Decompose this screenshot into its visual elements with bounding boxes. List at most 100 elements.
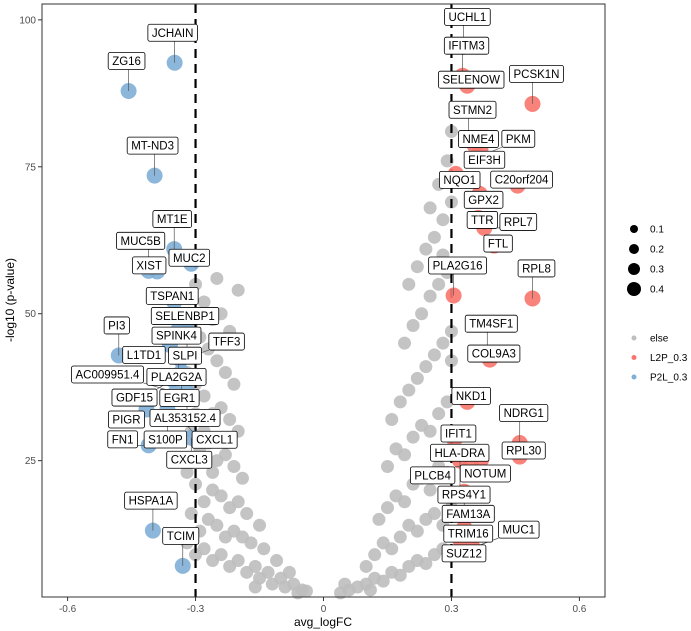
label-box: [466, 211, 498, 229]
color-legend-label: else: [650, 334, 669, 345]
point-label: NDRG1: [504, 408, 544, 420]
point-label: RPL8: [522, 263, 551, 275]
y-tick-label: 100: [19, 15, 36, 26]
point-else: [398, 336, 412, 350]
point-label: SLPI: [173, 351, 198, 363]
label-box: [467, 344, 521, 363]
point-label: FTL: [488, 239, 509, 251]
point-else: [253, 518, 267, 532]
label-box: [150, 307, 220, 325]
point-else: [206, 465, 220, 479]
point-label: ZG16: [112, 56, 141, 68]
label-box: [410, 466, 456, 485]
point-else: [410, 260, 424, 274]
label-box: [443, 36, 490, 55]
label-box: [124, 491, 178, 510]
label-box: [162, 526, 200, 545]
y-tick-label: 75: [25, 162, 37, 173]
point-label: UCHL1: [449, 12, 487, 24]
point-else: [210, 354, 224, 368]
label-box: [152, 210, 192, 228]
point-else: [393, 395, 407, 409]
point-label: PCSK1N: [513, 69, 559, 81]
label-box: [499, 213, 538, 231]
point-else: [201, 512, 215, 526]
label-box: [107, 52, 146, 70]
point-label: IFITM3: [448, 41, 484, 53]
point-label: PLCB4: [414, 470, 451, 482]
point-label: MT1E: [157, 214, 188, 226]
point-else: [206, 554, 220, 568]
label-box: [428, 256, 487, 275]
point-else: [359, 559, 373, 573]
point-else: [444, 324, 458, 338]
point-label: HSPA1A: [129, 496, 174, 508]
point-else: [257, 542, 271, 556]
point-else: [376, 574, 390, 588]
label-box: [168, 248, 210, 267]
color-legend-key: [631, 355, 637, 360]
label-box: [448, 100, 497, 119]
point-else: [282, 565, 296, 579]
point-else: [393, 568, 407, 582]
point-label: TSPAN1: [150, 291, 194, 303]
x-tick-label: 0.3: [445, 604, 459, 615]
point-label: SPINK4: [156, 331, 198, 343]
size-legend-key: [628, 263, 640, 275]
label-box: [151, 326, 202, 345]
point-else: [406, 430, 420, 444]
size-legend-label: 0.1: [650, 225, 664, 236]
point-label: NQO1: [443, 175, 476, 187]
label-box: [71, 365, 144, 384]
label-box: [498, 520, 540, 539]
point-label: SELENBP1: [155, 311, 214, 323]
y-axis-title: -log10 (p-value): [3, 258, 17, 342]
point-label: NOTUM: [464, 468, 506, 480]
x-tick-label: 0.6: [572, 604, 586, 615]
label-box: [111, 388, 158, 407]
point-else: [402, 383, 416, 397]
y-tick-label: 50: [25, 309, 37, 320]
point-else: [197, 389, 211, 403]
label-box: [143, 430, 188, 449]
point-label: TFF3: [213, 337, 240, 349]
legend: 0.1 0.2 0.3 0.4 else L2P_0.3 P2L_0.3: [627, 225, 688, 384]
point-else: [423, 201, 437, 215]
label-box: [145, 287, 199, 305]
point-label: MUC1: [502, 525, 535, 537]
point-label: RPL7: [504, 217, 533, 229]
point-label: XIST: [136, 260, 162, 272]
point-label: CXCL3: [171, 455, 208, 467]
point-label: PLA2G16: [433, 261, 483, 273]
point-else: [423, 289, 437, 303]
point-else: [218, 365, 232, 379]
size-legend-key: [627, 282, 641, 296]
point-label: EIF3H: [468, 155, 501, 167]
point-label: PLA2G2A: [151, 372, 202, 384]
color-legend-key: [631, 335, 637, 341]
point-else: [248, 580, 262, 594]
point-else: [436, 213, 450, 227]
point-else: [398, 448, 412, 462]
point-else: [432, 277, 446, 291]
point-else: [385, 542, 399, 556]
point-else: [427, 348, 441, 362]
size-legend-label: 0.2: [650, 245, 664, 256]
label-box: [441, 504, 495, 523]
point-else: [231, 283, 245, 297]
point-label: AL353152.4: [154, 413, 217, 425]
label-box: [458, 130, 499, 148]
label-box: [451, 386, 491, 405]
y-tick-label: 25: [25, 456, 37, 467]
point-label: AC009951.4: [76, 369, 141, 381]
point-label: JCHAIN: [152, 28, 194, 40]
point-else: [206, 483, 220, 497]
point-else: [218, 530, 232, 544]
point-else: [197, 495, 211, 509]
x-axis-title: avg_logFC: [294, 615, 352, 629]
point-label: COL9A3: [472, 349, 516, 361]
point-label: TRIM16: [448, 529, 489, 541]
label-box: [103, 316, 130, 335]
point-else: [415, 307, 429, 321]
point-label: SELENOW: [442, 75, 500, 87]
